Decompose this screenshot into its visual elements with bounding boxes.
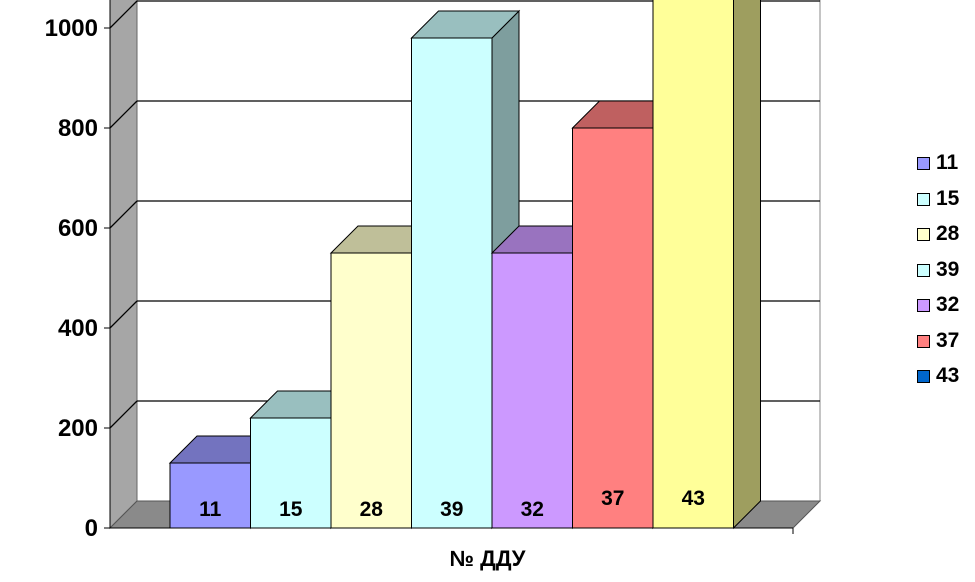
bar-43: [652, 0, 761, 530]
legend-label: 32: [936, 293, 960, 316]
data-label: 28: [360, 498, 384, 521]
data-label: 15: [279, 498, 303, 521]
gridline-diagonal: [109, 0, 138, 29]
bar-front: [250, 417, 332, 529]
gridline-diagonal: [109, 200, 138, 229]
legend-label: 15: [936, 186, 960, 210]
bar-front: [411, 37, 493, 529]
data-label: 11: [199, 498, 222, 521]
bar-front: [491, 252, 573, 529]
x-axis-label: № ДДУ: [449, 546, 526, 571]
legend-swatch: [917, 228, 930, 241]
data-label: 39: [440, 498, 463, 521]
bar-front: [652, 0, 734, 529]
legend-swatch: [917, 157, 930, 170]
legend-swatch: [917, 334, 930, 348]
data-label: 37: [601, 487, 624, 510]
gridline-diagonal: [109, 100, 138, 129]
bar-side: [733, 0, 761, 530]
legend-swatch: [917, 299, 930, 312]
y-tick-label: 0: [85, 515, 98, 542]
legend-label: 11: [936, 151, 959, 174]
bar-front: [330, 252, 412, 529]
y-tick-label: 1000: [45, 15, 98, 42]
y-tick-label: 200: [58, 415, 98, 442]
data-label: 32: [521, 498, 544, 521]
side-wall: [109, 0, 138, 530]
bar-front: [169, 462, 251, 529]
gridline-diagonal: [109, 400, 138, 429]
legend-label: 28: [936, 222, 960, 245]
y-tick-label: 400: [58, 315, 98, 342]
legend-swatch: [917, 263, 930, 277]
legend-swatch: [917, 370, 930, 383]
bar-front: [572, 127, 654, 529]
legend-label: 37: [936, 328, 960, 352]
data-label: 43: [682, 487, 705, 510]
bars: [168, 0, 761, 530]
y-axis-ticks: 0200400600800100012001400: [45, 0, 794, 542]
gridline-diagonal: [109, 300, 138, 329]
legend-label: 43: [936, 364, 960, 387]
y-tick-label: 800: [58, 115, 98, 142]
legend-label: 39: [936, 257, 960, 281]
data-labels: 11 15 28 39 32 37 43: [199, 487, 705, 521]
legend-swatch: [917, 192, 930, 206]
y-tick-label: 600: [58, 215, 98, 242]
